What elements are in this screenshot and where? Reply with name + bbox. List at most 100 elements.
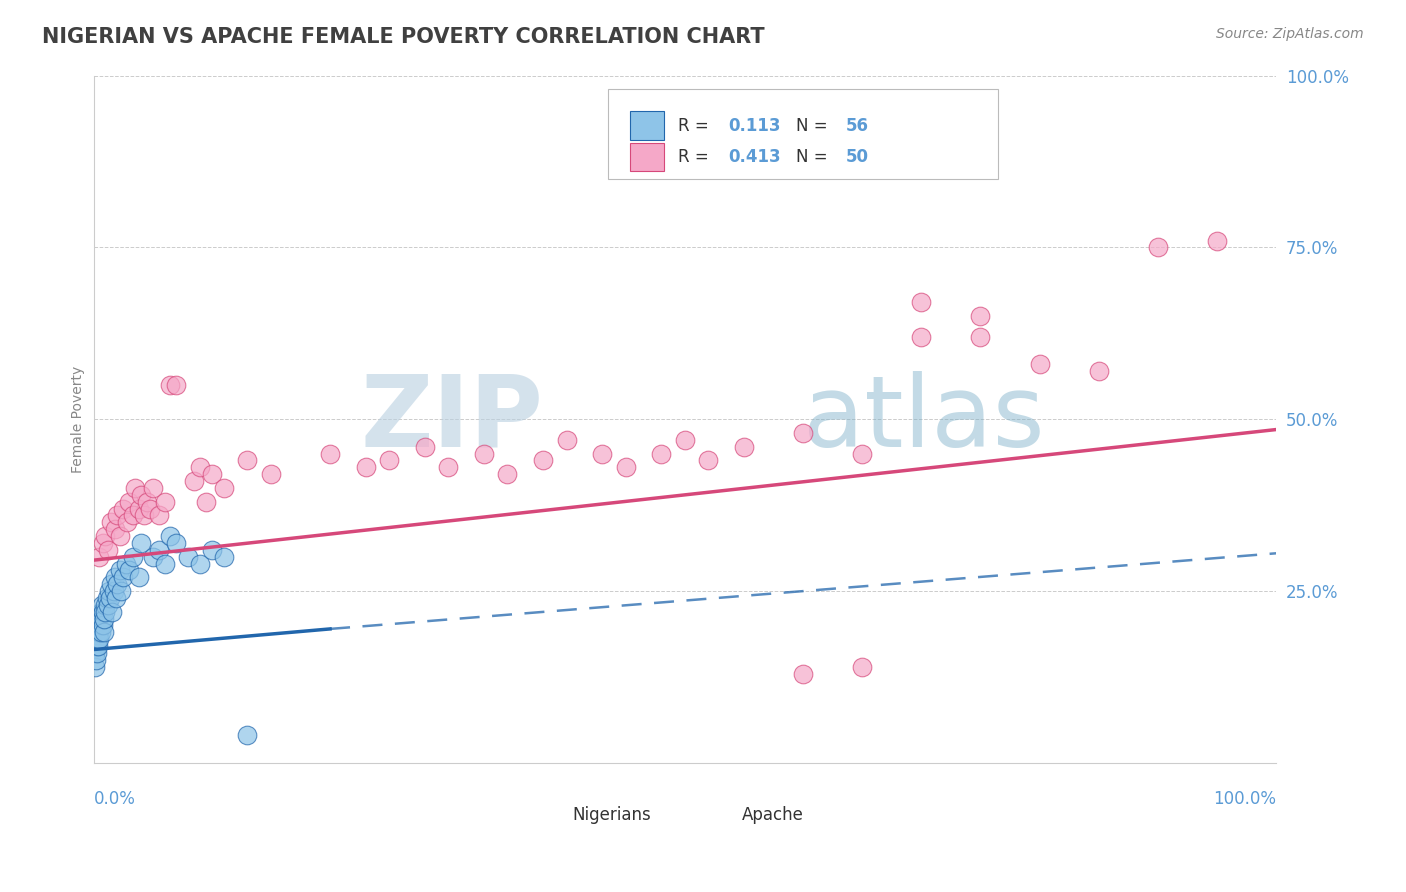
Point [969, 309, 991, 323]
Point [91, 605, 114, 619]
Point [212, 549, 235, 564]
Point [159, 377, 181, 392]
Text: R =: R = [678, 148, 714, 166]
Point [89, 618, 111, 632]
Point [650, 447, 672, 461]
Bar [630, 112, 664, 140]
Point [148, 508, 170, 523]
Text: 50: 50 [845, 148, 869, 166]
Point [115, 516, 138, 530]
Point [89, 549, 111, 564]
Point [851, 659, 873, 673]
Point [792, 425, 814, 440]
Point [101, 605, 124, 619]
Point [733, 440, 755, 454]
Point [100, 516, 122, 530]
Point [153, 557, 176, 571]
Point [614, 460, 637, 475]
Point [84, 632, 107, 647]
Point [319, 447, 342, 461]
Point [496, 467, 519, 482]
Text: 0.113: 0.113 [728, 117, 782, 135]
Point [128, 501, 150, 516]
Point [90, 605, 112, 619]
Bar [696, 803, 730, 827]
Text: NIGERIAN VS APACHE FEMALE POVERTY CORRELATION CHART: NIGERIAN VS APACHE FEMALE POVERTY CORREL… [42, 27, 765, 46]
Point [531, 453, 554, 467]
Point [142, 549, 165, 564]
Text: Source: ZipAtlas.com: Source: ZipAtlas.com [1216, 27, 1364, 41]
Point [910, 295, 932, 310]
Point [90, 625, 112, 640]
Y-axis label: Female Poverty: Female Poverty [72, 366, 86, 473]
Point [134, 508, 156, 523]
Point [165, 536, 187, 550]
Point [142, 481, 165, 495]
Point [153, 494, 176, 508]
Bar [531, 803, 564, 827]
Point [673, 433, 696, 447]
Point [112, 501, 135, 516]
Point [89, 625, 111, 640]
Point [236, 729, 259, 743]
Point [83, 639, 105, 653]
Point [910, 330, 932, 344]
Point [97, 542, 120, 557]
Point [129, 488, 152, 502]
Point [194, 494, 217, 508]
Point [697, 453, 720, 467]
Point [84, 653, 107, 667]
Point [93, 625, 115, 640]
Point [100, 577, 122, 591]
Point [148, 542, 170, 557]
Point [201, 467, 224, 482]
Point [969, 330, 991, 344]
Point [135, 494, 157, 508]
Point [104, 570, 127, 584]
FancyBboxPatch shape [607, 89, 998, 178]
Point [1028, 357, 1050, 371]
Text: ZIP: ZIP [360, 371, 543, 467]
Point [159, 529, 181, 543]
Point [87, 625, 110, 640]
Point [90, 598, 112, 612]
Point [83, 646, 105, 660]
Point [1147, 240, 1170, 254]
Text: 100.0%: 100.0% [1213, 790, 1277, 808]
Point [112, 570, 135, 584]
Point [84, 639, 107, 653]
Point [188, 557, 211, 571]
Point [212, 481, 235, 495]
Point [89, 632, 111, 647]
Point [1206, 234, 1229, 248]
Text: atlas: atlas [803, 371, 1045, 467]
Point [104, 522, 127, 536]
Point [378, 453, 401, 467]
Text: Apache: Apache [741, 805, 803, 823]
Point [792, 666, 814, 681]
Point [90, 612, 112, 626]
Point [413, 440, 436, 454]
Point [96, 591, 118, 605]
Text: 56: 56 [845, 117, 869, 135]
Point [165, 377, 187, 392]
Point [851, 447, 873, 461]
Point [110, 584, 132, 599]
Text: 0.0%: 0.0% [94, 790, 135, 808]
Point [139, 501, 162, 516]
Point [97, 598, 120, 612]
Point [188, 460, 211, 475]
Point [105, 577, 128, 591]
Point [98, 591, 121, 605]
Point [94, 605, 117, 619]
Point [86, 646, 108, 660]
Point [105, 508, 128, 523]
Text: N =: N = [796, 148, 832, 166]
Bar [630, 143, 664, 171]
Point [97, 584, 120, 599]
Point [86, 639, 108, 653]
Point [555, 433, 578, 447]
Point [94, 529, 117, 543]
Point [354, 460, 377, 475]
Point [91, 536, 114, 550]
